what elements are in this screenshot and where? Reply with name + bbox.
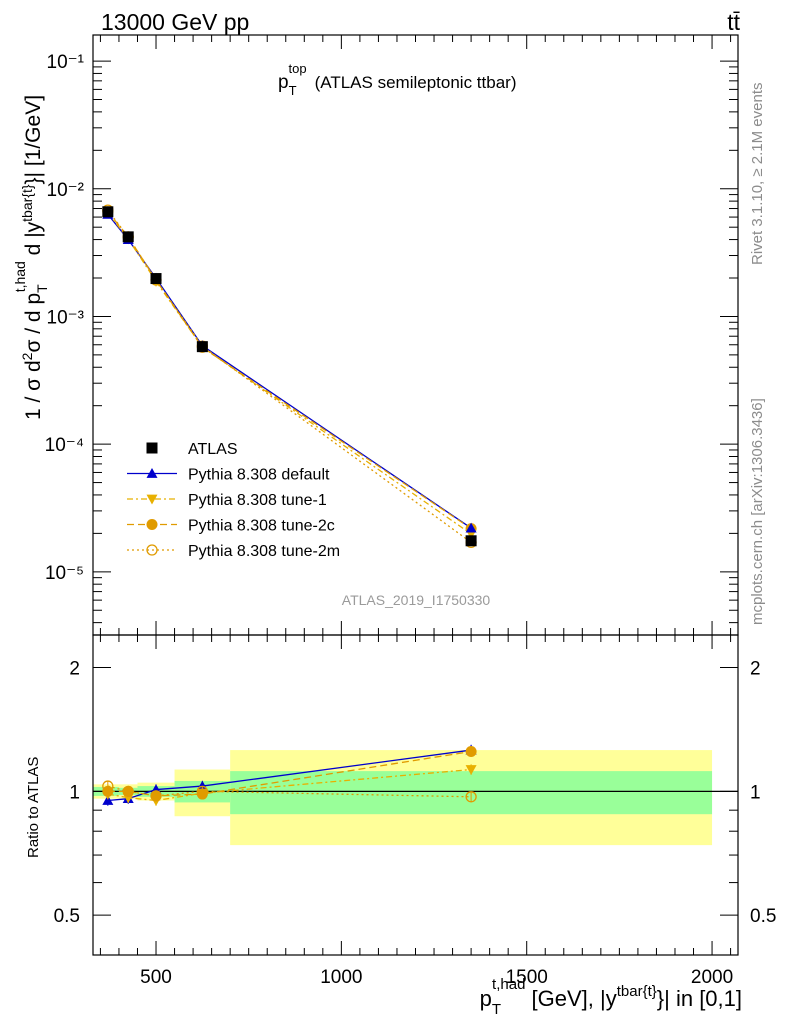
y-tick-label: 10⁻³ — [47, 307, 85, 328]
plot-title-main: p — [278, 72, 289, 93]
legend-marker — [146, 442, 158, 454]
data-point — [465, 535, 477, 547]
ratio-line — [107, 768, 472, 802]
ylabel-main: 1 / σ d2σ / d pTt,had d |ytbar{t}}| [1/G… — [12, 95, 50, 420]
rivet-label: Rivet 3.1.10, ≥ 2.1M events — [749, 83, 766, 266]
ratio-point — [150, 790, 162, 802]
plot-title-rest: (ATLAS semileptonic ttbar) — [315, 73, 517, 92]
ratio-y-tick-label: 2 — [69, 659, 80, 680]
legend-label: Pythia 8.308 tune-2m — [188, 543, 340, 560]
legend-marker — [146, 494, 158, 505]
process-label: tt̄ — [727, 9, 740, 35]
data-point — [465, 522, 477, 533]
ratio-line — [107, 785, 472, 798]
xlabel: pTt,had [GeV], |ytbar{t}}| in [0,1] — [480, 976, 742, 1018]
plot-title: pTtop (ATLAS semileptonic ttbar) — [278, 61, 516, 98]
ratio-y-tick-label: 0.5 — [54, 906, 80, 927]
ratio-y-tick-label: 1 — [69, 782, 80, 803]
y-tick-label: 10⁻¹ — [47, 52, 85, 73]
x-tick-label: 500 — [140, 967, 172, 988]
ratio-point — [465, 765, 477, 776]
ylabel-ratio: Ratio to ATLAS — [25, 757, 42, 858]
axis-ticks — [93, 35, 738, 955]
legend-label: Pythia 8.308 default — [188, 467, 330, 484]
data-point — [102, 206, 114, 218]
ratio-y-tick-label-right: 2 — [750, 659, 761, 680]
data-point — [150, 273, 162, 285]
y-tick-label: 10⁻² — [47, 180, 85, 201]
ratio-panel-frame — [92, 634, 739, 956]
legend-marker — [146, 544, 158, 556]
ratio-point — [196, 785, 209, 798]
ratio-point — [122, 785, 134, 798]
legend-marker — [146, 468, 158, 478]
legend-label: Pythia 8.308 tune-1 — [188, 492, 327, 509]
ratio-point — [465, 791, 477, 803]
ratio-point — [102, 780, 114, 792]
axis-tick-labels: 500 1000 1500 2000 10⁻¹ 10⁻² 10⁻³ 10⁻⁴ 10⁻⁵ 2 2 1 1 0… — [45, 52, 777, 988]
legend-label: ATLAS — [188, 441, 238, 458]
ratio-y-tick-label-right: 0.5 — [750, 906, 776, 927]
x-tick-label: 2000 — [691, 967, 733, 988]
plot-title-sub: T — [289, 83, 297, 98]
ratio-series — [102, 744, 477, 807]
ratio-y-tick-label-right: 1 — [750, 782, 761, 803]
ratio-point — [465, 746, 477, 758]
mcplots-label: mcplots.cern.ch [arXiv:1306.3436] — [749, 398, 766, 625]
ratio-point — [102, 795, 114, 805]
legend-marker — [146, 519, 158, 530]
y-tick-label: 10⁻⁴ — [45, 435, 84, 456]
ratio-bands — [93, 750, 738, 846]
data-point — [122, 231, 134, 243]
energy-label: 13000 GeV pp — [101, 9, 249, 35]
data-point — [196, 341, 208, 353]
ratio-point — [196, 780, 208, 791]
series-line — [107, 209, 472, 543]
plot-title-sup: top — [289, 61, 307, 76]
main-series — [102, 204, 477, 549]
legend: ATLAS Pythia 8.308 default Pythia 8.308 tu… — [127, 441, 340, 560]
series-line — [107, 212, 472, 535]
legend-label: Pythia 8.308 tune-2c — [188, 518, 335, 535]
x-tick-label: 1500 — [506, 967, 548, 988]
analysis-id: ATLAS_2019_I1750330 — [342, 592, 491, 608]
y-tick-label: 10⁻⁵ — [45, 563, 84, 584]
x-tick-label: 1000 — [320, 967, 362, 988]
